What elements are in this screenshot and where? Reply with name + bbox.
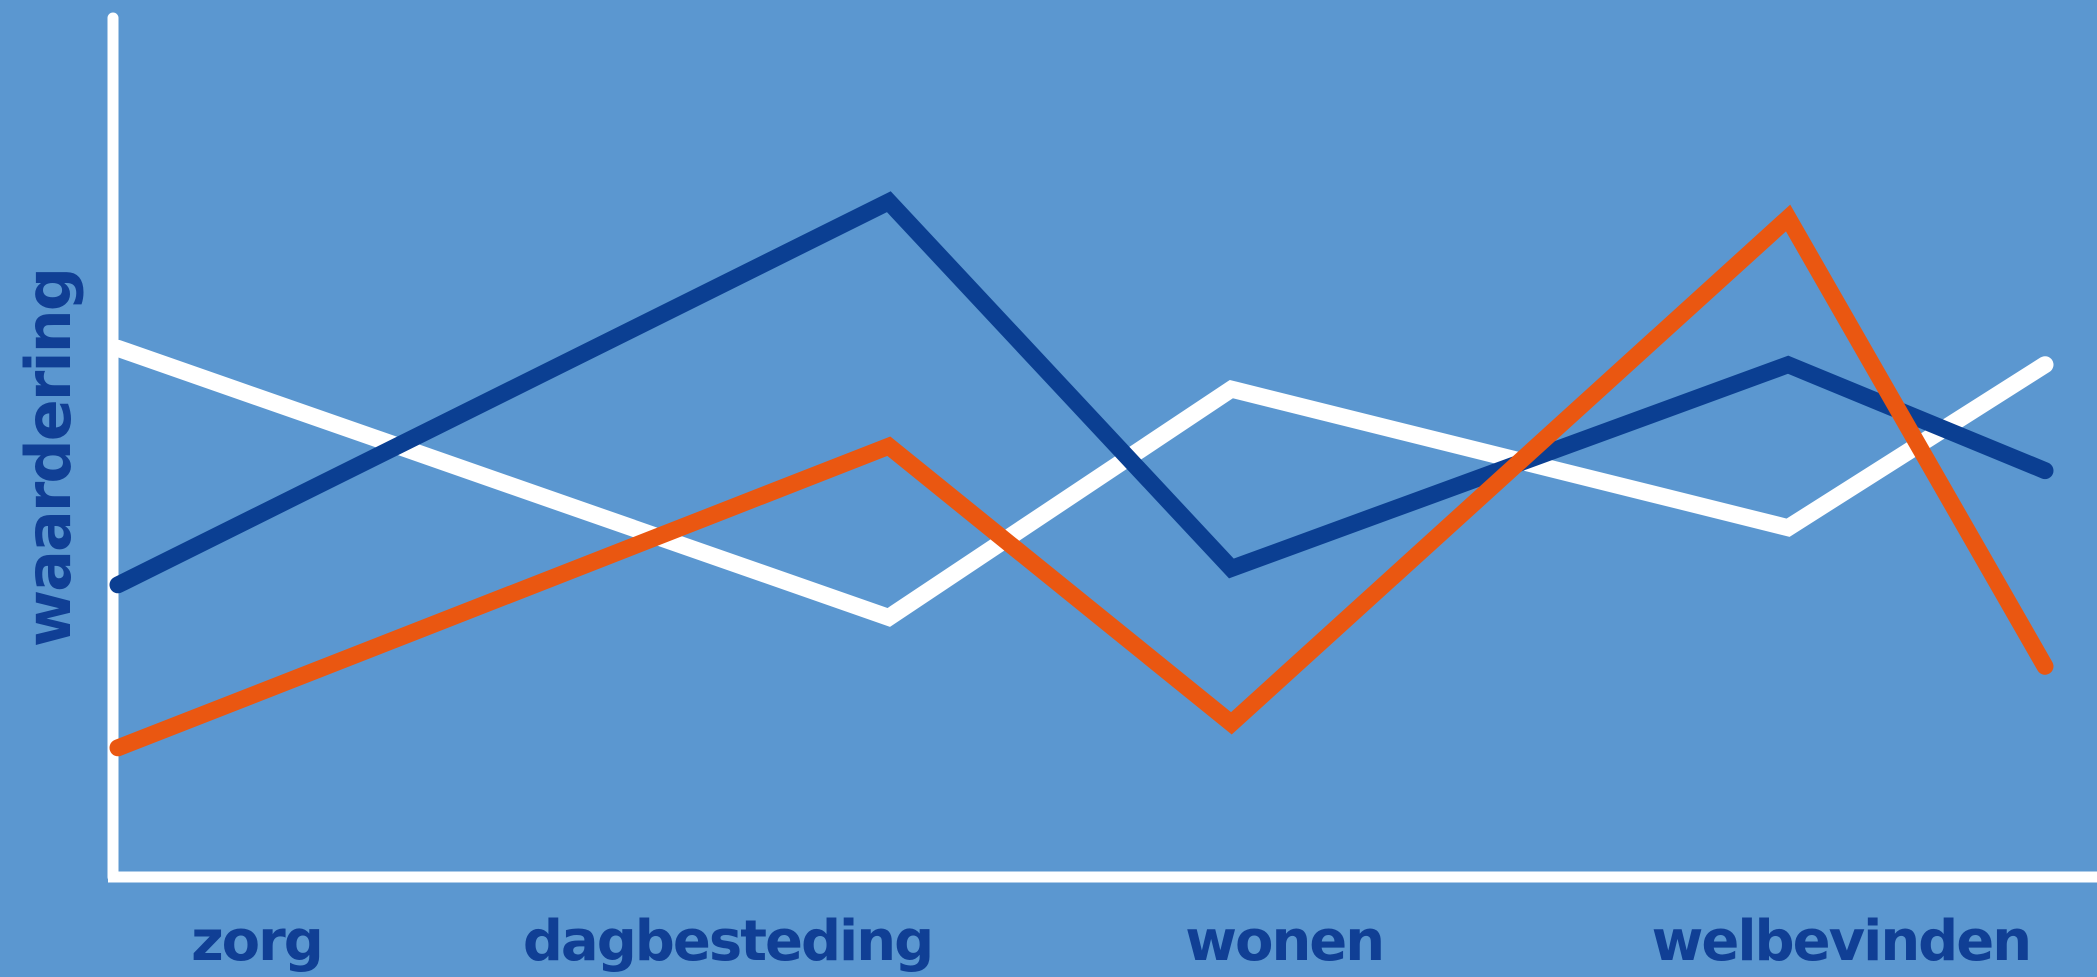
x-tick-label: wonen (1185, 909, 1383, 974)
x-tick-label: dagbesteding (523, 909, 932, 974)
y-axis-label: waardering (12, 269, 85, 647)
series-line-2 (109, 191, 2054, 594)
series-line-3 (109, 204, 2054, 757)
x-tick-label: zorg (191, 909, 322, 974)
labels-layer: waardering zorg dagbesteding wonen welbevin… (12, 269, 2032, 974)
series-line-1 (109, 339, 2054, 627)
series-layer (109, 191, 2054, 757)
x-tick-label: welbevinden (1652, 909, 2030, 974)
axes (107, 12, 2097, 883)
